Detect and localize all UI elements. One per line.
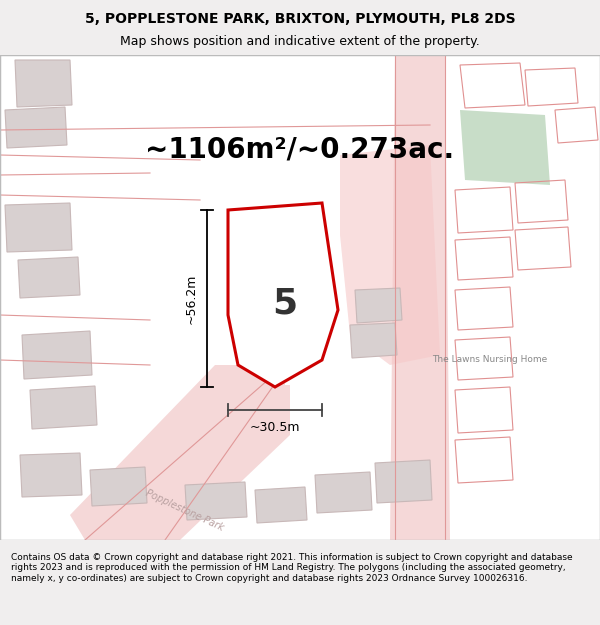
Polygon shape	[22, 331, 92, 379]
Text: Popplestone Park: Popplestone Park	[145, 488, 226, 532]
Text: ~56.2m: ~56.2m	[185, 273, 197, 324]
Polygon shape	[18, 257, 80, 298]
Polygon shape	[255, 487, 307, 523]
Polygon shape	[5, 107, 67, 148]
Text: Contains OS data © Crown copyright and database right 2021. This information is : Contains OS data © Crown copyright and d…	[11, 552, 572, 582]
Text: 5: 5	[272, 286, 298, 320]
Polygon shape	[340, 145, 440, 365]
Polygon shape	[350, 323, 397, 358]
Polygon shape	[355, 288, 402, 323]
Polygon shape	[30, 386, 97, 429]
Polygon shape	[228, 203, 338, 387]
Polygon shape	[375, 460, 432, 503]
Polygon shape	[20, 453, 82, 497]
Polygon shape	[460, 110, 550, 185]
Text: 5, POPPLESTONE PARK, BRIXTON, PLYMOUTH, PL8 2DS: 5, POPPLESTONE PARK, BRIXTON, PLYMOUTH, …	[85, 12, 515, 26]
Polygon shape	[315, 472, 372, 513]
Polygon shape	[60, 385, 290, 540]
Text: ~30.5m: ~30.5m	[250, 421, 300, 434]
Polygon shape	[185, 482, 247, 520]
Polygon shape	[5, 203, 72, 252]
Text: ~1106m²/~0.273ac.: ~1106m²/~0.273ac.	[145, 136, 455, 164]
Polygon shape	[390, 55, 450, 540]
Text: Map shows position and indicative extent of the property.: Map shows position and indicative extent…	[120, 35, 480, 48]
Polygon shape	[15, 60, 72, 107]
Text: The Lawns Nursing Home: The Lawns Nursing Home	[433, 356, 548, 364]
Polygon shape	[70, 365, 285, 540]
Polygon shape	[90, 467, 147, 506]
